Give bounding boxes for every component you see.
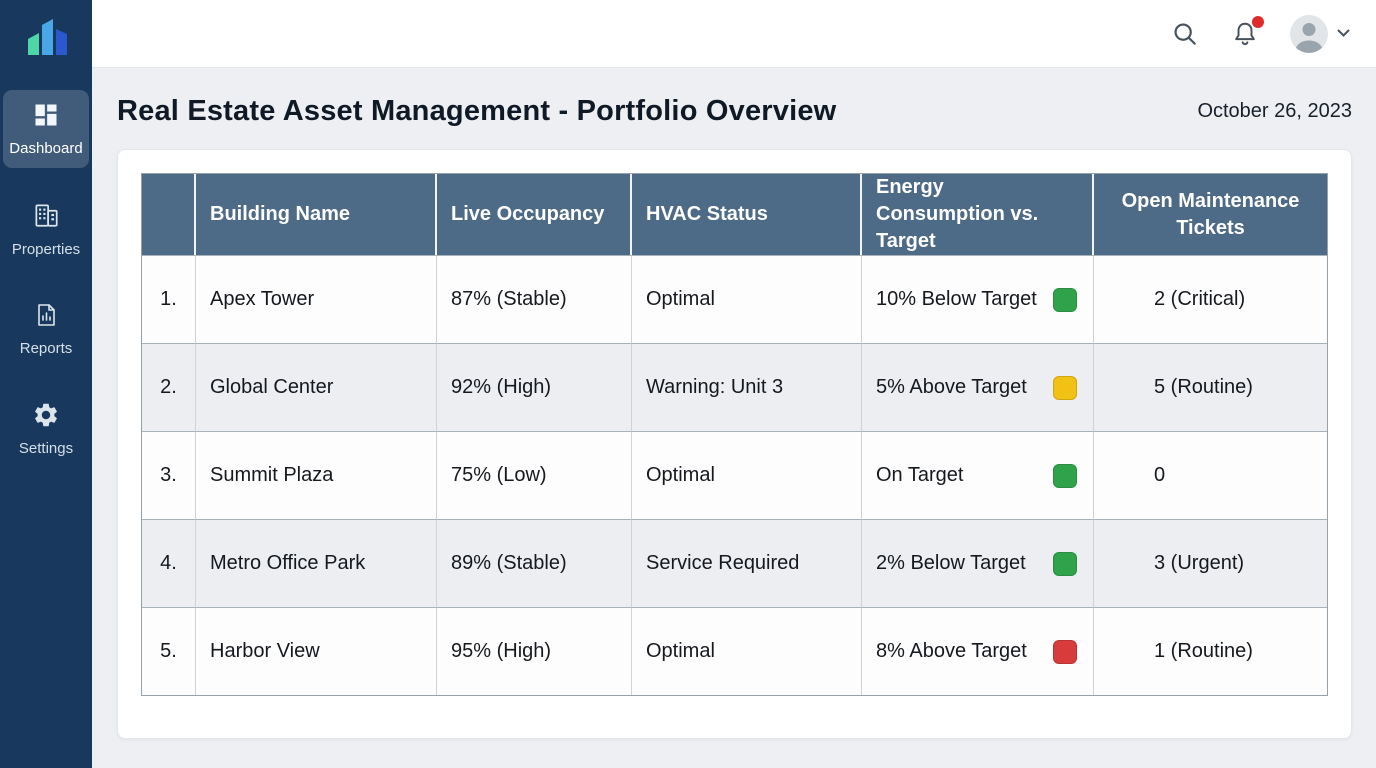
cell-open-tickets: 3 (Urgent) [1094, 519, 1327, 607]
cell-hvac-status: Optimal [632, 607, 862, 695]
cell-row-number: 2. [142, 343, 196, 431]
search-icon [1174, 22, 1196, 45]
energy-status-indicator-green [1053, 551, 1077, 576]
page-header: Real Estate Asset Management - Portfolio… [117, 95, 1352, 128]
cell-row-number: 5. [142, 607, 196, 695]
portfolio-table-card: Building Name Live Occupancy HVAC Status En… [117, 149, 1352, 739]
cell-building-name: Metro Office Park [196, 519, 437, 607]
table-header-row: Building Name Live Occupancy HVAC Status En… [142, 174, 1327, 255]
sidebar-item-label: Settings [18, 440, 74, 457]
cell-row-number: 4. [142, 519, 196, 607]
energy-label: 2% Below Target [876, 552, 1026, 574]
cell-energy-vs-target: 10% Below Target [862, 255, 1094, 343]
cell-live-occupancy: 87% (Stable) [437, 255, 632, 343]
sidebar-nav: Dashboard Properties [0, 90, 92, 468]
app-logo [0, 0, 92, 70]
energy-status-indicator-green [1053, 287, 1077, 312]
gear-icon [32, 401, 60, 433]
cell-live-occupancy: 95% (High) [437, 607, 632, 695]
cell-building-name: Summit Plaza [196, 431, 437, 519]
col-header-index [142, 174, 196, 255]
energy-label: 8% Above Target [876, 640, 1027, 662]
col-header-hvac-status: HVAC Status [632, 174, 862, 255]
cell-energy-vs-target: 5% Above Target [862, 343, 1094, 431]
buildings-icon [31, 200, 61, 234]
col-header-building-name: Building Name [196, 174, 437, 255]
cell-row-number: 3. [142, 431, 196, 519]
sidebar-item-label: Reports [19, 340, 73, 357]
energy-status-indicator-red [1053, 639, 1077, 664]
cell-building-name: Apex Tower [196, 255, 437, 343]
chevron-down-icon [1337, 29, 1350, 37]
energy-status-indicator-green [1053, 463, 1077, 488]
cell-energy-vs-target: 2% Below Target [862, 519, 1094, 607]
bell-icon [1235, 22, 1255, 46]
topbar [92, 0, 1376, 68]
portfolio-table: Building Name Live Occupancy HVAC Status En… [141, 173, 1328, 696]
avatar [1290, 14, 1328, 53]
cell-open-tickets: 2 (Critical) [1094, 255, 1327, 343]
cell-hvac-status: Optimal [632, 431, 862, 519]
cell-live-occupancy: 89% (Stable) [437, 519, 632, 607]
sidebar-item-label: Properties [11, 241, 81, 258]
energy-label: 5% Above Target [876, 376, 1027, 398]
user-menu[interactable] [1290, 14, 1350, 53]
table-row: 2. Global Center 92% (High) Warning: Unit 3… [142, 343, 1327, 431]
cell-hvac-status: Warning: Unit 3 [632, 343, 862, 431]
col-header-live-occupancy: Live Occupancy [437, 174, 632, 255]
search-button[interactable] [1170, 19, 1200, 49]
cell-live-occupancy: 75% (Low) [437, 431, 632, 519]
sidebar-item-label: Dashboard [9, 140, 83, 157]
cell-energy-vs-target: On Target [862, 431, 1094, 519]
sidebar-item-settings[interactable]: Settings [3, 390, 89, 468]
notifications-button[interactable] [1230, 16, 1264, 49]
sidebar: Dashboard Properties [0, 0, 92, 768]
dashboard-icon [32, 101, 60, 133]
energy-label: 10% Below Target [876, 288, 1037, 310]
col-header-energy-vs-target: Energy Consumption vs. Target [862, 174, 1094, 255]
table-body: 1. Apex Tower 87% (Stable) Optimal 10% Below… [142, 255, 1327, 695]
col-header-open-tickets: Open Maintenance Tickets [1094, 174, 1327, 255]
cell-building-name: Harbor View [196, 607, 437, 695]
table-row: 5. Harbor View 95% (High) Optimal 8% Above T… [142, 607, 1327, 695]
cell-live-occupancy: 92% (High) [437, 343, 632, 431]
notification-dot [1252, 16, 1264, 28]
table-head: Building Name Live Occupancy HVAC Status En… [142, 174, 1327, 255]
page-title: Real Estate Asset Management - Portfolio… [117, 95, 837, 127]
table-row: 3. Summit Plaza 75% (Low) Optimal On Target 0 [142, 431, 1327, 519]
energy-status-indicator-yellow [1053, 375, 1077, 400]
report-icon [32, 301, 60, 333]
bar-chart-logo-icon [28, 19, 67, 55]
main-content: Real Estate Asset Management - Portfolio… [92, 68, 1376, 768]
energy-label: On Target [876, 464, 964, 486]
cell-open-tickets: 0 [1094, 431, 1327, 519]
cell-open-tickets: 5 (Routine) [1094, 343, 1327, 431]
sidebar-item-properties[interactable]: Properties [3, 190, 89, 268]
sidebar-item-reports[interactable]: Reports [3, 290, 89, 368]
cell-open-tickets: 1 (Routine) [1094, 607, 1327, 695]
page-date: October 26, 2023 [1197, 100, 1352, 122]
cell-row-number: 1. [142, 255, 196, 343]
cell-hvac-status: Optimal [632, 255, 862, 343]
cell-hvac-status: Service Required [632, 519, 862, 607]
user-icon [1295, 22, 1323, 53]
sidebar-item-dashboard[interactable]: Dashboard [3, 90, 89, 168]
table-row: 4. Metro Office Park 89% (Stable) Service R… [142, 519, 1327, 607]
cell-building-name: Global Center [196, 343, 437, 431]
cell-energy-vs-target: 8% Above Target [862, 607, 1094, 695]
table-row: 1. Apex Tower 87% (Stable) Optimal 10% Below… [142, 255, 1327, 343]
